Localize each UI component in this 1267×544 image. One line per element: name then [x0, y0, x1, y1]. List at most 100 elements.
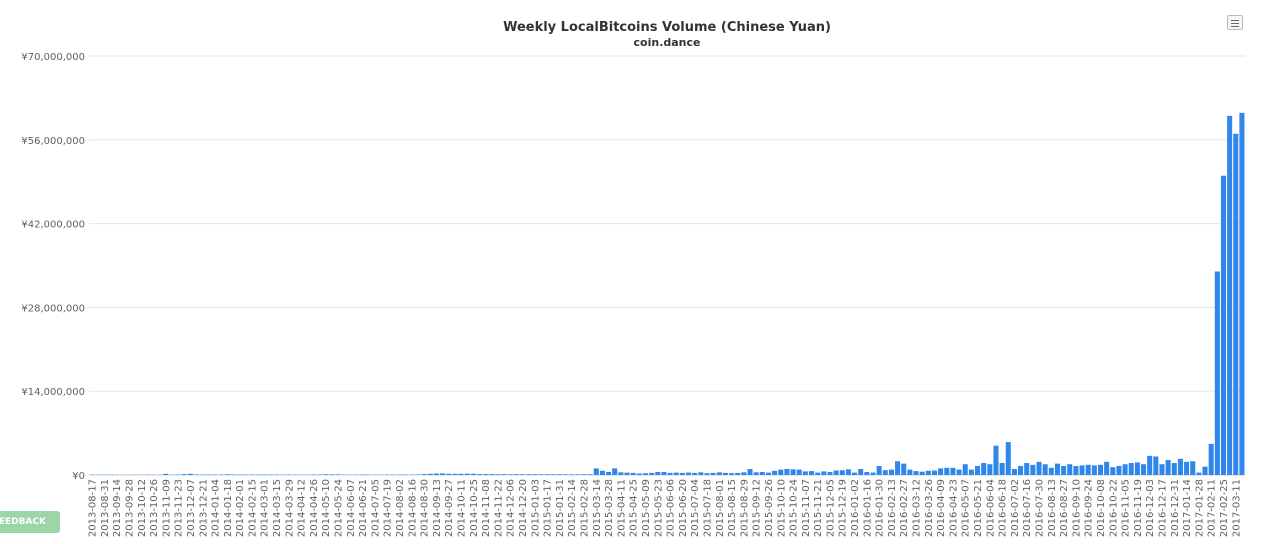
bar[interactable]: [981, 463, 987, 475]
bar[interactable]: [194, 474, 200, 475]
bar[interactable]: [790, 469, 796, 475]
bar[interactable]: [993, 445, 999, 475]
bar[interactable]: [433, 473, 439, 476]
bar[interactable]: [1067, 464, 1073, 475]
bar[interactable]: [507, 474, 513, 475]
bar[interactable]: [563, 474, 569, 475]
bar[interactable]: [1024, 463, 1030, 475]
bar[interactable]: [513, 474, 519, 475]
bar[interactable]: [962, 464, 968, 475]
bar[interactable]: [544, 474, 550, 475]
bar[interactable]: [1036, 461, 1042, 475]
bar[interactable]: [1141, 464, 1147, 475]
bar[interactable]: [1227, 115, 1233, 476]
bar[interactable]: [581, 474, 587, 475]
bar[interactable]: [747, 469, 753, 475]
bar[interactable]: [519, 474, 526, 475]
bar[interactable]: [772, 470, 778, 475]
bar[interactable]: [759, 472, 765, 475]
bar[interactable]: [901, 463, 907, 475]
bar[interactable]: [1239, 112, 1245, 476]
bar[interactable]: [821, 471, 827, 475]
bar[interactable]: [679, 472, 685, 475]
bar[interactable]: [1054, 463, 1060, 475]
bar[interactable]: [593, 468, 599, 475]
bar[interactable]: [895, 461, 901, 475]
bar[interactable]: [741, 472, 747, 475]
bar[interactable]: [858, 469, 864, 475]
bar[interactable]: [440, 473, 446, 475]
bar[interactable]: [888, 469, 894, 475]
bar[interactable]: [495, 474, 501, 475]
bar[interactable]: [550, 474, 556, 475]
bar[interactable]: [427, 473, 433, 475]
bar[interactable]: [642, 473, 648, 475]
bar[interactable]: [661, 472, 667, 475]
bar[interactable]: [950, 467, 956, 475]
bar[interactable]: [938, 468, 944, 475]
bar[interactable]: [501, 474, 507, 475]
bar[interactable]: [956, 469, 962, 475]
bar[interactable]: [882, 470, 888, 475]
bar[interactable]: [630, 472, 636, 475]
bar[interactable]: [852, 472, 858, 475]
bar[interactable]: [876, 466, 882, 475]
bar[interactable]: [187, 473, 193, 475]
bar[interactable]: [556, 474, 562, 475]
bar[interactable]: [1079, 465, 1085, 475]
bar[interactable]: [1233, 133, 1239, 475]
bar[interactable]: [686, 472, 692, 475]
bar[interactable]: [808, 471, 815, 475]
bar[interactable]: [802, 471, 808, 475]
bar[interactable]: [1042, 464, 1048, 475]
bar[interactable]: [667, 472, 673, 475]
bar[interactable]: [944, 467, 950, 475]
bar[interactable]: [1104, 461, 1110, 475]
bar[interactable]: [1091, 465, 1097, 475]
bar[interactable]: [1122, 464, 1128, 475]
bar[interactable]: [575, 474, 581, 475]
bar[interactable]: [673, 472, 679, 475]
bar[interactable]: [1134, 462, 1140, 475]
bar[interactable]: [1073, 466, 1079, 475]
bar[interactable]: [975, 466, 981, 475]
bar[interactable]: [1061, 466, 1067, 475]
bar[interactable]: [599, 470, 605, 475]
bar[interactable]: [483, 474, 489, 475]
bar[interactable]: [784, 469, 790, 475]
bar[interactable]: [765, 472, 771, 475]
bar[interactable]: [163, 473, 169, 475]
bar[interactable]: [1214, 271, 1220, 475]
bar[interactable]: [925, 470, 931, 475]
bar[interactable]: [532, 474, 538, 475]
bar[interactable]: [655, 472, 661, 475]
bar[interactable]: [224, 474, 230, 475]
bar[interactable]: [1085, 464, 1091, 475]
bar[interactable]: [1011, 469, 1017, 475]
bar[interactable]: [612, 468, 618, 475]
bar[interactable]: [1196, 472, 1202, 475]
bar[interactable]: [606, 472, 612, 475]
bar[interactable]: [446, 473, 452, 475]
bar[interactable]: [489, 474, 495, 475]
bar[interactable]: [323, 474, 329, 475]
bar[interactable]: [968, 469, 974, 475]
bar[interactable]: [698, 472, 704, 475]
bar[interactable]: [1005, 442, 1011, 475]
bar[interactable]: [1018, 466, 1024, 475]
bar[interactable]: [839, 470, 845, 475]
bar[interactable]: [636, 473, 642, 476]
chart-menu-button[interactable]: [1227, 15, 1243, 30]
bar[interactable]: [1110, 467, 1116, 475]
bar[interactable]: [181, 474, 187, 475]
bar[interactable]: [1171, 463, 1177, 475]
bar[interactable]: [464, 473, 470, 475]
bar[interactable]: [913, 471, 919, 475]
bar[interactable]: [864, 472, 870, 475]
bar[interactable]: [907, 469, 913, 475]
bar[interactable]: [692, 472, 698, 475]
bar[interactable]: [987, 464, 993, 475]
bar[interactable]: [618, 472, 624, 475]
bar[interactable]: [1220, 175, 1226, 475]
bar[interactable]: [1030, 464, 1036, 475]
